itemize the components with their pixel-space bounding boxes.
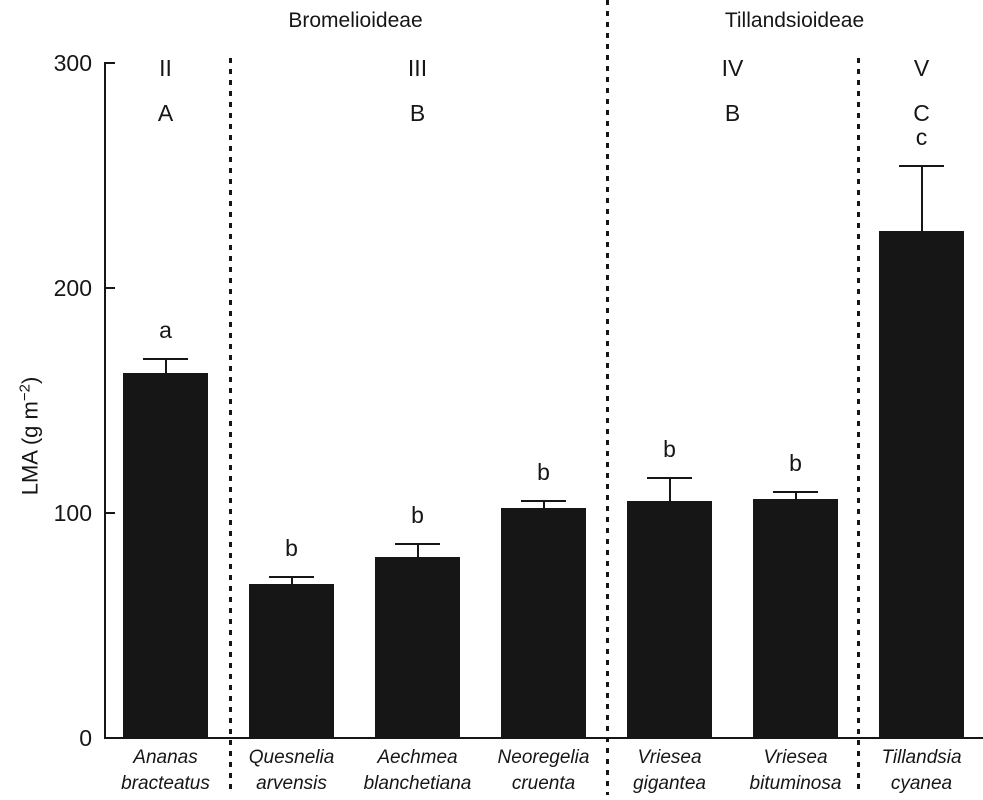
species-label-line: Aechmea <box>377 747 458 768</box>
clade-separator-line <box>229 58 232 795</box>
error-bar-cap <box>647 477 692 480</box>
error-bar-stem <box>542 500 545 508</box>
y-tick-label: 200 <box>53 275 92 301</box>
y-tick-mark <box>106 737 115 739</box>
species-label: Aechmea blanchetiana <box>364 745 472 797</box>
subfamily-header: Bromelioideae <box>288 9 423 32</box>
error-bar-stem <box>290 577 293 584</box>
clade-numeral: IV <box>721 55 744 81</box>
species-label-line: Vriesea <box>637 747 702 768</box>
clade-numeral: III <box>407 55 428 81</box>
error-bar-stem <box>416 543 419 557</box>
clade-significance-letter: B <box>724 100 741 126</box>
x-axis <box>104 737 983 739</box>
y-tick-mark <box>106 512 115 514</box>
species-label-line: bracteatus <box>121 773 210 794</box>
bar-significance-letter: b <box>285 535 298 562</box>
species-label-line: arvensis <box>256 773 327 794</box>
y-axis <box>104 62 106 739</box>
y-tick-label: 300 <box>53 50 92 76</box>
species-label-line: cyanea <box>890 773 953 794</box>
bar <box>501 507 586 737</box>
species-label-line: bituminosa <box>749 773 842 794</box>
species-label-line: Neoregelia <box>497 747 590 768</box>
clade-significance-letter: C <box>913 100 930 126</box>
species-label-line: cruenta <box>511 773 576 794</box>
error-bar-cap <box>269 576 314 579</box>
y-tick-mark <box>106 62 115 64</box>
clade-numeral: II <box>159 55 172 81</box>
species-label-line: Ananas <box>133 747 198 768</box>
bar <box>375 557 460 737</box>
species-label: Neoregelia cruenta <box>498 745 590 797</box>
error-bar-cap <box>395 542 440 545</box>
species-label: Quesnelia arvensis <box>249 745 335 797</box>
bar <box>627 500 712 737</box>
species-label: Ananas bracteatus <box>121 745 210 797</box>
y-tick-mark <box>106 287 115 289</box>
bar <box>249 584 334 737</box>
error-bar-stem <box>164 359 167 373</box>
error-bar-cap <box>521 499 566 502</box>
species-label-line: Quesnelia <box>248 747 335 768</box>
species-label-line: Vriesea <box>763 747 828 768</box>
error-bar-cap <box>773 490 818 493</box>
error-bar-cap <box>899 164 944 167</box>
bar-significance-letter: b <box>789 449 802 476</box>
species-label-line: blanchetiana <box>363 773 472 794</box>
clade-separator-line <box>857 58 860 795</box>
species-label-line: gigantea <box>633 773 706 794</box>
error-bar-stem <box>794 491 797 499</box>
y-tick-label: 100 <box>53 500 92 526</box>
bar <box>753 498 838 737</box>
bar-significance-letter: b <box>663 436 676 463</box>
error-bar-stem <box>920 165 923 231</box>
bar-significance-letter: b <box>537 458 550 485</box>
species-label-line: Tillandsia <box>881 747 962 768</box>
y-tick-label: 0 <box>79 725 92 751</box>
y-axis-title: LMA (g m−2) <box>16 376 43 496</box>
error-bar-cap <box>143 358 188 360</box>
clade-significance-letter: A <box>157 100 174 126</box>
error-bar-stem <box>668 478 671 501</box>
clade-separator-line <box>606 0 609 795</box>
species-label: Vriesea bituminosa <box>750 745 842 797</box>
bar-significance-letter: a <box>159 317 172 343</box>
subfamily-header: Tillandsioideae <box>724 9 865 32</box>
bar <box>123 372 208 737</box>
clade-numeral: V <box>913 55 930 81</box>
bar-significance-letter: b <box>411 501 424 528</box>
species-label: Tillandsia cyanea <box>881 745 961 797</box>
bar-significance-letter: c <box>915 123 928 150</box>
clade-significance-letter: B <box>409 100 426 126</box>
bar <box>879 230 964 737</box>
species-label: Vriesea gigantea <box>633 745 706 797</box>
